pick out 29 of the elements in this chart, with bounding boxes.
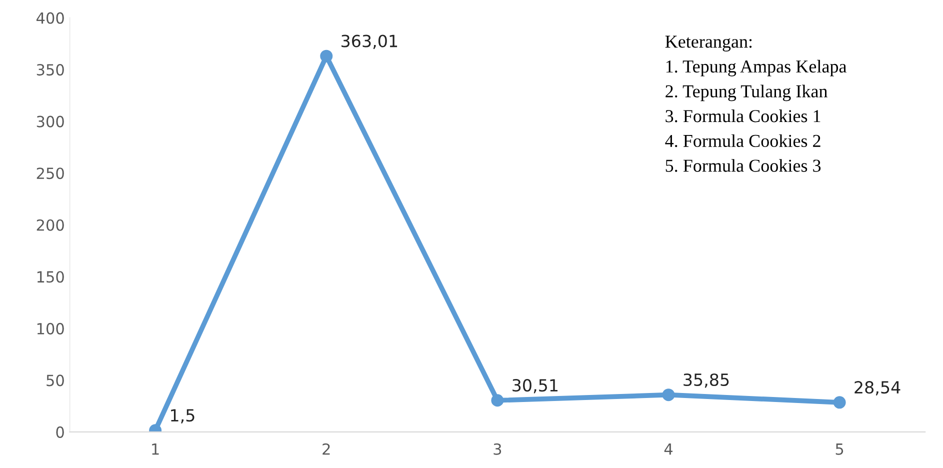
annotation: 1. Tepung Ampas Kelapa bbox=[666, 60, 847, 76]
point bbox=[491, 394, 504, 407]
data-label: 35,85 bbox=[684, 373, 729, 388]
y-tick-label: 200 bbox=[36, 219, 64, 231]
annotation: 4. Formula Cookies 2 bbox=[665, 134, 820, 148]
data-label: 28,54 bbox=[854, 381, 900, 396]
data-label: 30,51 bbox=[512, 378, 558, 394]
annotation: 2. Tepung Tulang Ikan bbox=[666, 84, 828, 102]
point bbox=[320, 50, 333, 62]
data-label: 1,5 bbox=[171, 409, 194, 424]
y-tick-label: 50 bbox=[46, 374, 64, 386]
y-tick-label: 100 bbox=[37, 322, 64, 334]
annotation: 5. Formula Cookies 3 bbox=[666, 159, 821, 172]
y-tick-label: 350 bbox=[36, 64, 64, 76]
annotation: Keterangan: bbox=[665, 36, 752, 52]
point bbox=[833, 396, 846, 409]
y-tick-label: 150 bbox=[37, 271, 64, 283]
annotation: 3. Formula Cookies 1 bbox=[666, 110, 820, 122]
x-tick-label: 2 bbox=[322, 443, 330, 455]
y-tick-label: 300 bbox=[36, 116, 64, 128]
y-tick-label: 0 bbox=[56, 426, 64, 438]
y-tick-label: 400 bbox=[36, 12, 64, 24]
data-label: 363,01 bbox=[342, 34, 398, 49]
x-tick-label: 1 bbox=[152, 444, 159, 455]
point bbox=[662, 388, 675, 402]
x-tick-label: 3 bbox=[494, 443, 502, 455]
x-tick-label: 5 bbox=[836, 444, 844, 455]
y-tick-label: 250 bbox=[36, 168, 64, 180]
x-tick-label: 4 bbox=[664, 444, 672, 455]
